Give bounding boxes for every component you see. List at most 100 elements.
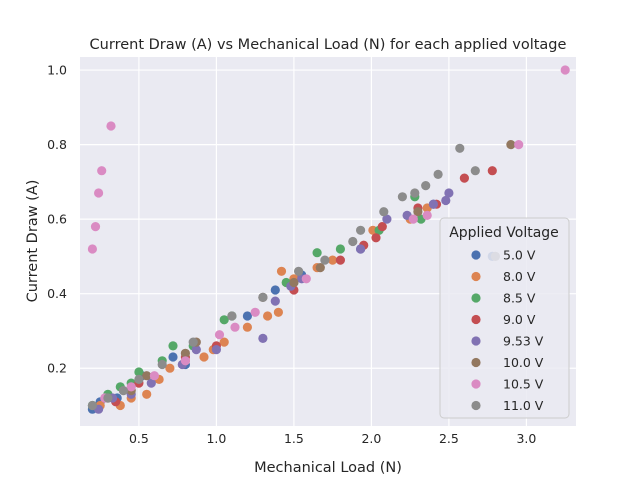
legend: Applied Voltage 5.0 V 8.0 V 8.5 V 9.0 V 9.53… xyxy=(439,217,570,419)
data-point xyxy=(134,367,144,377)
data-point xyxy=(214,330,225,340)
data-point xyxy=(90,222,101,232)
data-point xyxy=(142,389,152,399)
data-point xyxy=(250,307,260,317)
data-point xyxy=(459,173,469,183)
data-point xyxy=(165,363,175,373)
data-point xyxy=(422,210,432,220)
data-point xyxy=(410,188,420,198)
data-point xyxy=(219,315,229,325)
data-point xyxy=(356,244,366,254)
legend-label: 10.0 V xyxy=(503,355,544,370)
legend-label: 11.0 V xyxy=(503,398,544,413)
data-point xyxy=(289,277,299,288)
data-point xyxy=(348,236,358,247)
x-tick-label: 1.5 xyxy=(284,431,304,446)
data-point xyxy=(320,255,330,265)
data-point xyxy=(379,207,389,217)
y-tick-label: 0.4 xyxy=(47,286,67,301)
legend-label: 8.0 V xyxy=(503,269,536,284)
data-point xyxy=(487,166,497,176)
data-point xyxy=(335,244,345,254)
data-point xyxy=(444,188,454,198)
data-point xyxy=(270,285,280,295)
data-point xyxy=(263,311,273,321)
data-point xyxy=(428,199,438,209)
data-point xyxy=(199,352,209,362)
data-point xyxy=(87,244,97,254)
data-point xyxy=(103,393,113,403)
data-point xyxy=(356,225,366,235)
data-point xyxy=(230,322,240,332)
data-point xyxy=(258,292,268,302)
data-point xyxy=(97,166,107,176)
x-tick-label: 2.0 xyxy=(361,431,381,446)
data-point xyxy=(94,188,104,198)
data-point xyxy=(506,140,516,150)
legend-label: 10.5 V xyxy=(503,377,544,392)
data-point xyxy=(315,263,325,273)
x-axis-label: Mechanical Load (N) xyxy=(254,460,402,476)
data-point xyxy=(191,345,201,355)
data-point xyxy=(294,266,304,276)
data-point xyxy=(470,166,480,176)
data-point xyxy=(421,181,431,191)
chart-title: Current Draw (A) vs Mechanical Load (N) … xyxy=(90,37,567,53)
x-tick-label: 0.5 xyxy=(129,431,149,446)
data-point xyxy=(87,400,97,411)
grid-lines xyxy=(80,57,576,426)
data-point xyxy=(227,311,237,321)
data-point xyxy=(328,255,338,265)
y-tick-label: 0.6 xyxy=(47,212,67,227)
data-point xyxy=(312,248,322,258)
x-tick-label: 3.0 xyxy=(516,431,536,446)
legend-marker xyxy=(471,293,481,303)
data-point xyxy=(514,140,524,150)
x-tick-labels: 0.5 1.0 1.5 2.0 2.5 3.0 xyxy=(129,431,536,446)
data-point xyxy=(382,214,392,224)
data-point xyxy=(455,143,465,153)
data-point xyxy=(408,214,418,224)
legend-label: 9.0 V xyxy=(503,312,536,327)
legend-items: 5.0 V 8.0 V 8.5 V 9.0 V 9.53 V 10.0 V 10.5 V 11… xyxy=(471,248,544,413)
data-point xyxy=(134,374,144,384)
y-axis-label: Current Draw (A) xyxy=(25,180,41,303)
data-point xyxy=(276,266,287,276)
data-point xyxy=(441,195,451,206)
data-point xyxy=(273,307,283,317)
data-point xyxy=(258,333,268,343)
data-point xyxy=(242,311,252,321)
data-point xyxy=(188,337,198,347)
data-point xyxy=(149,371,159,381)
legend-marker xyxy=(471,271,481,282)
data-point xyxy=(377,222,387,232)
y-tick-label: 0.2 xyxy=(47,361,67,376)
data-point xyxy=(157,359,167,370)
data-point xyxy=(335,255,345,265)
data-point xyxy=(126,382,136,392)
data-point xyxy=(180,348,190,358)
legend-marker xyxy=(471,357,481,368)
data-point xyxy=(301,274,311,284)
data-point xyxy=(433,169,443,179)
y-tick-labels: 0.2 0.4 0.6 0.8 1.0 xyxy=(47,63,67,376)
x-tick-label: 1.0 xyxy=(206,431,226,446)
legend-marker xyxy=(471,250,481,260)
legend-label: 9.53 V xyxy=(503,334,544,349)
data-points xyxy=(87,65,570,414)
y-tick-label: 1.0 xyxy=(47,63,67,78)
legend-marker xyxy=(471,400,481,411)
data-point xyxy=(413,207,423,217)
data-point xyxy=(142,371,152,381)
data-point xyxy=(219,337,229,347)
data-point xyxy=(180,356,190,366)
legend-marker xyxy=(471,379,481,389)
data-point xyxy=(560,65,570,75)
data-point xyxy=(146,378,156,388)
data-point xyxy=(168,352,178,362)
data-point xyxy=(118,386,128,396)
legend-label: 5.0 V xyxy=(503,248,536,263)
x-tick-label: 2.5 xyxy=(439,431,459,446)
